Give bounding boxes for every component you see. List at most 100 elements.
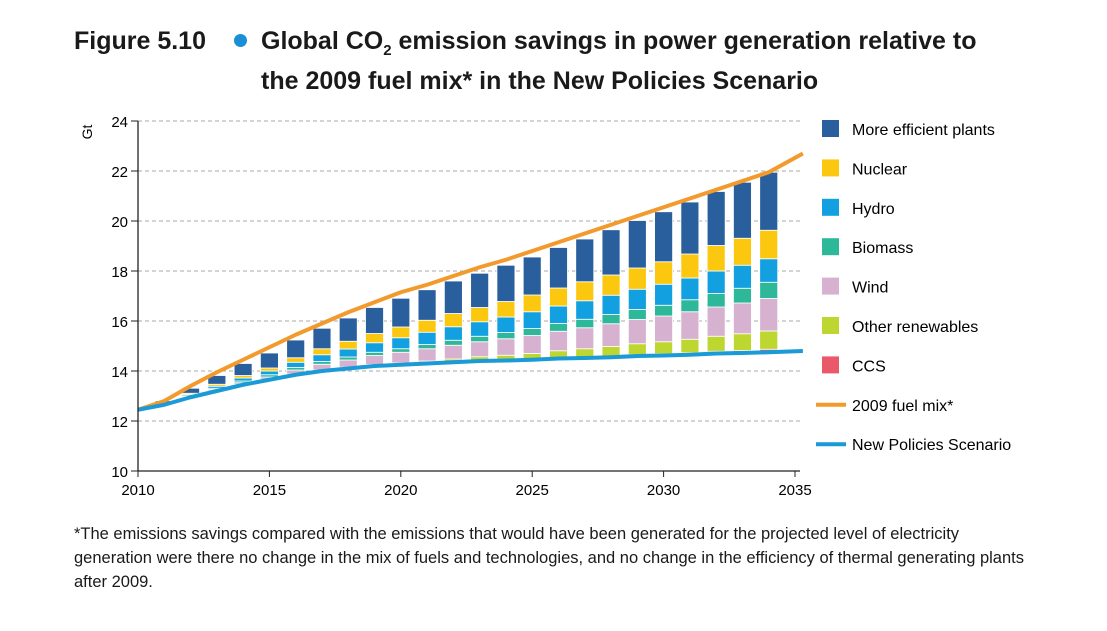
bar-biomass	[496, 332, 516, 340]
bar-hydro	[286, 361, 306, 368]
bar-nuclear	[654, 261, 673, 285]
bar-hydro	[706, 270, 726, 294]
bar-wind	[522, 335, 542, 354]
bar-more-efficient-plants	[391, 297, 411, 328]
bar-more-efficient-plants	[601, 229, 621, 276]
bar-wind	[575, 327, 595, 350]
bar-wind	[733, 302, 752, 335]
bar-biomass	[549, 323, 568, 332]
bar-biomass	[627, 309, 647, 320]
bar-nuclear	[496, 301, 516, 318]
bar-biomass	[443, 339, 463, 346]
bar-hydro	[338, 348, 358, 358]
bar-more-efficient-plants	[575, 238, 595, 283]
legend-swatch	[822, 198, 839, 216]
bar-nuclear	[549, 287, 568, 307]
bar-more-efficient-plants	[733, 181, 752, 239]
x-tick-label: 2020	[384, 482, 417, 499]
x-tick-label: 2025	[516, 482, 549, 499]
bar-biomass	[706, 293, 726, 308]
bar-biomass	[575, 318, 595, 329]
bar-hydro	[759, 258, 779, 283]
bar-more-efficient-plants	[207, 375, 227, 385]
bar-hydro	[443, 326, 463, 341]
legend-label: Hydro	[852, 201, 895, 218]
bar-other-renewables	[654, 341, 673, 355]
bar-other-renewables	[601, 346, 621, 357]
bar-nuclear	[312, 348, 332, 356]
bar-more-efficient-plants	[312, 327, 332, 350]
bar-biomass	[338, 356, 358, 361]
legend-swatch	[822, 120, 839, 137]
figure-label: Figure 5.10	[74, 27, 206, 55]
bar-more-efficient-plants	[417, 289, 437, 321]
bar-wind	[706, 306, 726, 337]
bar-wind	[417, 348, 437, 362]
legend-label: CCS	[852, 358, 886, 375]
bar-hydro	[233, 377, 253, 382]
bar-wind	[549, 330, 568, 352]
bar-biomass	[391, 348, 411, 353]
bar-nuclear	[365, 333, 384, 344]
bar-nuclear	[706, 245, 726, 272]
legend: More efficient plants Nuclear Hydro Biomass…	[816, 120, 1011, 454]
legend-label: Other renewables	[852, 319, 978, 336]
bar-biomass	[522, 328, 542, 336]
bar-nuclear	[733, 237, 752, 266]
bar-other-renewables	[733, 333, 752, 351]
bar-hydro	[549, 305, 568, 324]
legend-label: More efficient plants	[852, 122, 995, 139]
bullet-dot-icon	[234, 34, 247, 48]
bar-hydro	[496, 316, 516, 333]
bar-nuclear	[443, 313, 463, 328]
bar-nuclear	[759, 229, 779, 260]
y-tick-label: 18	[111, 264, 128, 281]
bar-other-renewables	[575, 348, 595, 358]
bar-hydro	[417, 331, 437, 345]
bar-more-efficient-plants	[496, 264, 516, 302]
legend-label: Nuclear	[852, 161, 908, 178]
legend-swatch	[822, 159, 839, 177]
bar-more-efficient-plants	[654, 211, 673, 263]
bar-more-efficient-plants	[286, 339, 306, 359]
bar-more-efficient-plants	[706, 191, 726, 246]
bar-other-renewables	[680, 338, 700, 354]
bar-biomass	[759, 281, 779, 299]
bar-nuclear	[522, 294, 542, 313]
bar-hydro	[601, 294, 621, 315]
line-2009-fuel-mix-	[137, 151, 804, 412]
bar-biomass	[680, 299, 700, 313]
bar-more-efficient-plants	[259, 352, 279, 369]
bar-biomass	[417, 344, 437, 350]
bar-hydro	[365, 342, 384, 353]
y-tick-label: 24	[111, 114, 128, 131]
bar-more-efficient-plants	[365, 307, 384, 334]
bar-hydro	[627, 288, 647, 310]
bar-wind	[365, 355, 384, 365]
bar-biomass	[733, 287, 752, 304]
bar-biomass	[470, 335, 490, 343]
bar-nuclear	[286, 357, 306, 363]
legend-swatch	[822, 277, 839, 295]
bar-more-efficient-plants	[443, 280, 463, 314]
bar-hydro	[470, 321, 490, 337]
bar-wind	[654, 315, 673, 343]
bar-more-efficient-plants	[522, 256, 542, 296]
bar-more-efficient-plants	[759, 171, 779, 231]
bar-hydro	[575, 300, 595, 320]
footnote: *The emissions savings compared with the…	[74, 525, 1024, 591]
bar-more-efficient-plants	[680, 201, 700, 255]
title-line-2: the 2009 fuel mix* in the New Policies S…	[261, 67, 819, 95]
bar-biomass	[601, 314, 621, 325]
bar-hydro	[312, 354, 332, 362]
legend-swatch	[822, 356, 839, 374]
bar-hydro	[391, 337, 411, 350]
bar-more-efficient-plants	[549, 247, 568, 289]
line-new-policies-scenario	[137, 349, 803, 412]
x-tick-label: 2030	[647, 482, 680, 499]
legend-swatch	[822, 238, 839, 256]
y-tick-label: 16	[111, 314, 128, 331]
bar-more-efficient-plants	[627, 220, 647, 269]
bar-other-renewables	[759, 330, 779, 350]
